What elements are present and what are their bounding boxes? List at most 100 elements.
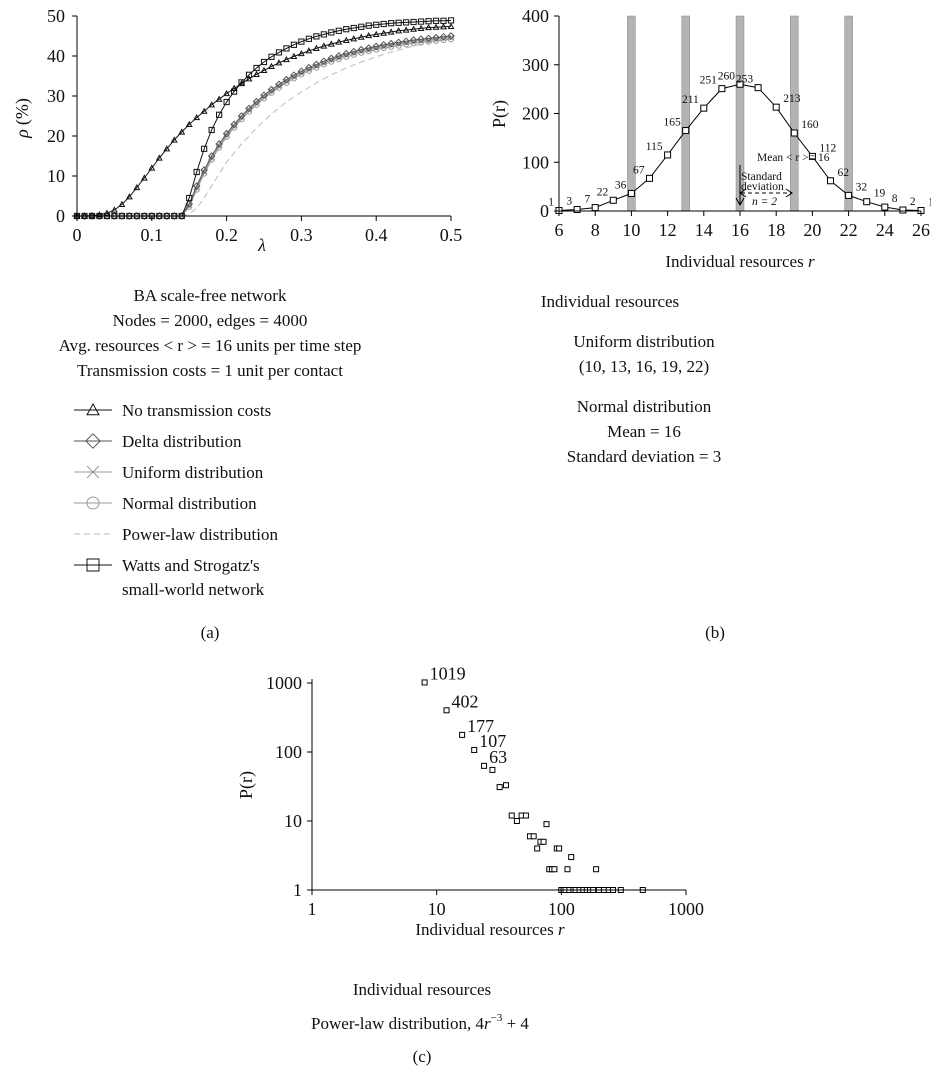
data-point xyxy=(298,69,305,76)
y-tick-label: 1 xyxy=(293,880,302,900)
y-tick-label: 20 xyxy=(47,126,65,146)
data-point xyxy=(342,49,351,58)
data-point xyxy=(350,24,357,32)
data-point xyxy=(125,212,134,220)
data-point xyxy=(827,177,834,185)
data-point xyxy=(410,18,417,26)
panel-a-plot-area xyxy=(73,17,455,220)
panel-b-caption-4: Normal distribution xyxy=(577,397,712,416)
data-point xyxy=(223,89,231,97)
data-point xyxy=(320,57,328,66)
data-point xyxy=(440,23,447,30)
data-point xyxy=(365,48,372,55)
data-point xyxy=(215,95,223,102)
data-point xyxy=(373,46,380,53)
x-tick-label: 0.2 xyxy=(215,225,238,245)
data-point xyxy=(573,206,581,214)
data-label: 22 xyxy=(597,186,609,198)
y-tick-label: 10 xyxy=(47,166,65,186)
data-point xyxy=(447,36,455,43)
x-tick-label: 20 xyxy=(803,220,821,240)
data-point xyxy=(447,22,455,29)
data-point xyxy=(162,212,171,220)
data-label: 160 xyxy=(801,119,819,131)
data-point xyxy=(513,818,520,824)
std-arrow-heads-icon xyxy=(739,188,793,198)
data-point xyxy=(503,782,510,789)
std-annotation-2: deviation xyxy=(741,181,784,193)
data-point xyxy=(335,27,342,34)
data-point xyxy=(118,200,126,207)
data-point xyxy=(432,33,440,42)
data-point xyxy=(522,812,529,819)
x-tick-label: 18 xyxy=(767,220,785,240)
data-point xyxy=(432,37,440,44)
data-point xyxy=(718,85,726,93)
data-point xyxy=(193,113,201,121)
x-tick-label: 6 xyxy=(555,220,564,240)
data-point xyxy=(387,28,395,35)
data-point xyxy=(358,23,365,30)
data-point xyxy=(372,30,380,37)
data-point xyxy=(410,25,418,32)
data-label: 8 xyxy=(892,193,898,205)
data-point xyxy=(260,66,268,73)
data-point xyxy=(238,79,245,86)
panel-c-caption-2: Power-law distribution, 4r−3 + 4 xyxy=(311,1012,529,1033)
data-point xyxy=(305,47,313,54)
std-annotation-1: Standard xyxy=(741,171,782,183)
data-point xyxy=(283,45,290,52)
y-tick-label: 100 xyxy=(522,152,549,172)
panel-a-label: (a) xyxy=(201,623,220,642)
data-point xyxy=(327,54,336,63)
data-point xyxy=(125,193,133,200)
data-point xyxy=(564,866,571,873)
data-point xyxy=(440,36,447,44)
data-point xyxy=(556,845,563,852)
data-point xyxy=(380,29,388,36)
data-label: 19 xyxy=(874,188,886,200)
data-point xyxy=(148,164,156,171)
data-point xyxy=(282,55,290,63)
panel-b-label: (b) xyxy=(705,623,725,642)
data-label: 251 xyxy=(700,75,718,87)
mean-arrow-icon xyxy=(735,197,745,207)
data-point xyxy=(543,821,550,828)
x-tick-label: 14 xyxy=(695,220,713,240)
data-point xyxy=(790,129,798,137)
data-point xyxy=(283,78,290,85)
data-label: 32 xyxy=(856,181,868,193)
data-label: 62 xyxy=(838,167,850,179)
data-point xyxy=(110,206,118,213)
data-point xyxy=(530,833,537,840)
data-point xyxy=(208,101,216,108)
legend-label: Normal distribution xyxy=(122,494,257,513)
data-point xyxy=(118,212,126,220)
series-line xyxy=(181,37,452,217)
data-point xyxy=(481,762,488,769)
data-point xyxy=(410,40,417,47)
data-point xyxy=(320,31,327,38)
data-point xyxy=(417,35,425,44)
data-point xyxy=(208,126,215,134)
data-point xyxy=(388,20,395,27)
data-point xyxy=(245,75,253,82)
panel-a-ylabel: ρ(%) xyxy=(12,98,33,139)
y-tick-label: 30 xyxy=(47,86,65,106)
data-label: 112 xyxy=(819,142,836,154)
data-point xyxy=(268,62,275,69)
data-point xyxy=(312,44,320,51)
data-point xyxy=(402,37,410,46)
data-label: 177 xyxy=(467,716,494,736)
data-point xyxy=(297,67,306,76)
data-point xyxy=(312,60,321,69)
data-point xyxy=(178,128,186,135)
data-point xyxy=(609,196,617,204)
x-tick-label: 100 xyxy=(548,899,575,919)
data-point xyxy=(358,49,365,56)
data-point xyxy=(222,129,231,138)
data-point xyxy=(268,88,275,95)
data-point xyxy=(772,103,780,111)
